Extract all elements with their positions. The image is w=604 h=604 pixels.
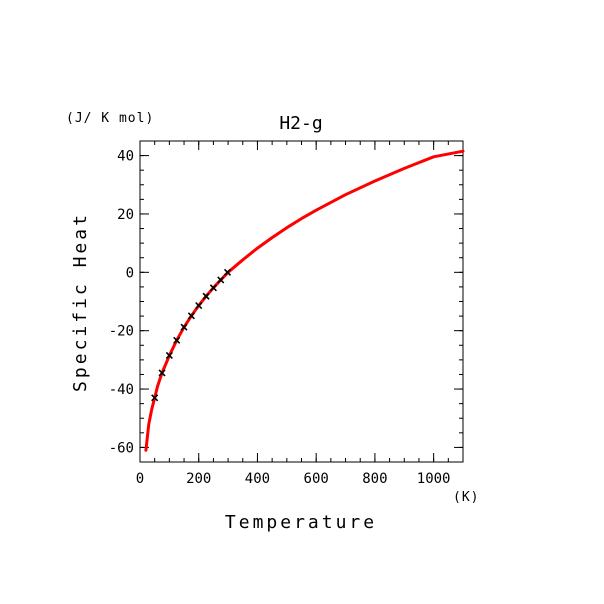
x-tick-label: 400 — [245, 471, 270, 487]
x-unit-label: (K) — [453, 490, 479, 505]
data-point-marker — [195, 302, 203, 310]
y-tick-label: 40 — [117, 149, 134, 165]
y-tick-label: -20 — [109, 324, 134, 340]
x-tick-label: 1000 — [417, 471, 451, 487]
data-point-marker — [158, 369, 166, 377]
series-line — [144, 149, 465, 452]
data-point-marker — [202, 292, 210, 300]
plot-area: 0 200 400 600 800 1000 -60 -40 -20 0 20 40 — [109, 140, 465, 487]
data-point-marker — [151, 394, 159, 402]
y-tick-label: -60 — [109, 440, 134, 456]
y-unit-label: (J/ K mol) — [66, 111, 154, 126]
data-point-marker — [209, 284, 217, 292]
x-tick-label: 800 — [362, 471, 387, 487]
x-tick-label: 600 — [304, 471, 329, 487]
y-axis-title: Specific Heat — [70, 212, 91, 392]
data-point-marker — [173, 336, 181, 344]
plot-frame — [139, 140, 464, 463]
data-point-marker — [180, 323, 188, 331]
data-point-marker — [223, 268, 232, 276]
chart-title: H2-g — [279, 113, 322, 134]
data-point-marker — [165, 351, 173, 360]
y-tick-label: 0 — [126, 265, 134, 281]
data-point-marker — [217, 276, 225, 284]
x-tick-label: 200 — [186, 471, 211, 487]
y-tick-label: -40 — [109, 382, 134, 398]
y-tick-label: 20 — [117, 207, 134, 223]
x-tick-label: 0 — [136, 471, 144, 487]
x-axis-title: Temperature — [225, 512, 377, 533]
data-point-marker — [187, 312, 195, 320]
